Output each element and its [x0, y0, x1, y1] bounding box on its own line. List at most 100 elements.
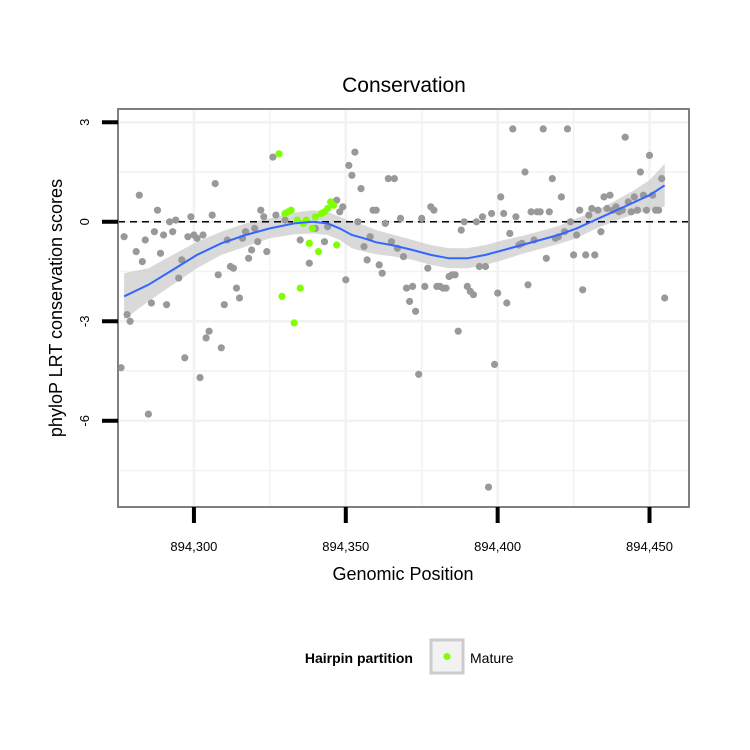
data-point [196, 374, 204, 382]
mature-point [278, 292, 286, 300]
data-point [630, 193, 638, 201]
data-point [469, 291, 477, 299]
data-point [488, 209, 496, 218]
x-tick-label: 894,350 [322, 539, 369, 554]
mature-point [287, 206, 295, 214]
data-point [409, 282, 417, 290]
data-point [320, 238, 329, 246]
mature-point [324, 204, 332, 213]
data-point [548, 175, 556, 183]
data-point [503, 299, 511, 307]
data-point [132, 248, 140, 256]
data-point [606, 191, 614, 199]
data-point [248, 246, 256, 254]
data-point [348, 171, 356, 179]
data-point [645, 151, 654, 159]
data-point [597, 228, 605, 236]
legend-title: Hairpin partition [305, 650, 413, 666]
data-point [117, 364, 125, 372]
data-point [600, 193, 608, 201]
data-point [494, 289, 502, 297]
data-point [366, 233, 374, 241]
data-point [235, 294, 244, 302]
data-point [512, 213, 520, 221]
data-point [208, 211, 216, 219]
plot-background [118, 109, 689, 507]
data-point [521, 168, 529, 176]
data-point [166, 218, 174, 226]
data-point [582, 251, 590, 259]
data-point [557, 193, 566, 201]
data-point [387, 238, 395, 246]
data-point [211, 180, 219, 188]
data-point [214, 271, 222, 279]
mature-point [290, 319, 298, 327]
data-point [621, 133, 629, 141]
y-tick-label: -3 [77, 316, 92, 328]
data-point [655, 206, 663, 214]
data-point [193, 234, 201, 242]
data-point [260, 213, 268, 221]
data-point [172, 216, 180, 224]
data-point [351, 148, 359, 156]
data-point [542, 254, 550, 262]
data-point [150, 228, 158, 236]
data-point [147, 299, 155, 307]
data-point [642, 206, 651, 214]
data-point [491, 360, 499, 368]
data-point [442, 284, 450, 292]
data-point [269, 153, 277, 161]
data-point [497, 193, 505, 201]
data-point [345, 161, 353, 169]
data-point [205, 327, 213, 335]
data-point [566, 218, 575, 226]
mature-point [308, 224, 316, 232]
data-point [202, 334, 210, 342]
data-point [579, 286, 587, 294]
data-point [658, 175, 666, 183]
mature-point [311, 213, 319, 221]
y-axis-title: phyloP LRT conservation scores [46, 179, 66, 437]
data-point [570, 251, 578, 259]
legend-key-mature [443, 653, 451, 660]
data-point [430, 206, 438, 214]
data-point [588, 204, 596, 213]
data-point [506, 229, 514, 237]
data-point [120, 233, 128, 241]
data-point [160, 231, 168, 239]
y-tick-label: 3 [77, 119, 92, 126]
data-point [296, 236, 304, 244]
y-tick-label: -6 [77, 415, 92, 427]
data-point [342, 276, 350, 284]
data-point [232, 284, 241, 292]
data-point [424, 264, 432, 272]
data-point [263, 248, 271, 256]
y-tick-label: 0 [77, 218, 92, 225]
data-point [339, 203, 347, 211]
data-point [163, 301, 171, 309]
data-point [363, 256, 371, 264]
data-point [576, 206, 584, 214]
data-point [418, 214, 426, 222]
data-point [272, 211, 280, 219]
data-point [181, 354, 189, 362]
data-point [217, 344, 225, 352]
data-point [509, 125, 517, 133]
mature-point [293, 216, 301, 224]
data-point [484, 483, 493, 491]
mature-point [330, 201, 338, 209]
data-point [457, 226, 465, 234]
data-point [381, 219, 389, 227]
chart-title: Conservation [342, 74, 466, 97]
data-point [175, 274, 183, 282]
plot-panel-border [117, 108, 690, 508]
data-point [472, 218, 480, 226]
data-point [451, 271, 459, 279]
data-point [539, 125, 547, 133]
data-point [281, 216, 289, 224]
data-point [412, 307, 420, 315]
data-point [460, 218, 468, 226]
x-axis-title: Genomic Position [332, 564, 473, 584]
data-point [661, 294, 669, 302]
